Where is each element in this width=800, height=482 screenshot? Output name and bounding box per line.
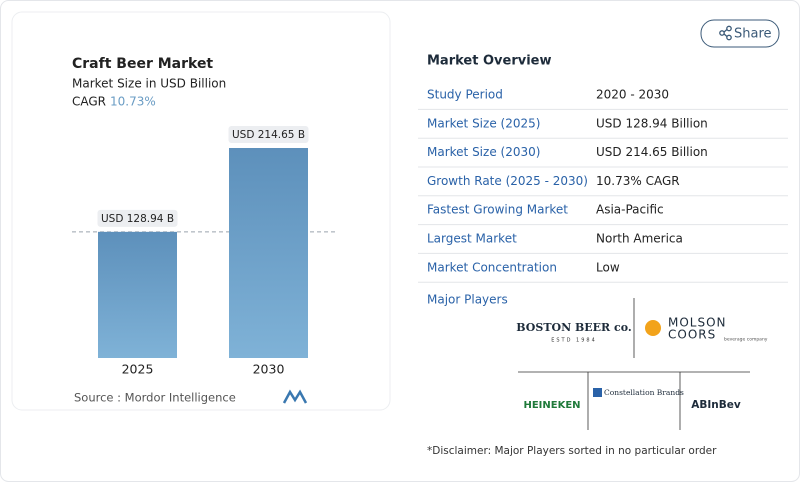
player-grid <box>518 298 750 430</box>
row-value: Low <box>596 260 620 274</box>
row-value: USD 128.94 Billion <box>596 116 708 130</box>
logo-molson-mark <box>645 320 661 336</box>
row-key: Largest Market <box>427 232 517 246</box>
value-label-box <box>97 209 178 227</box>
logo-molson-sub: beverage company <box>724 337 768 343</box>
row-value: USD 214.65 Billion <box>596 145 708 159</box>
overview-title: Market Overview <box>427 54 551 69</box>
row-value: 2020 - 2030 <box>596 88 669 102</box>
overview-table: Study Period 2020 - 2030 Market Size (2025… <box>418 88 788 283</box>
chart-subtitle: Market Size in USD Billion <box>72 77 226 91</box>
row-key: Study Period <box>427 88 503 102</box>
row-key: Fastest Growing Market <box>427 203 568 217</box>
bar <box>98 231 177 358</box>
logo-constellation: Constellation Brands <box>604 388 684 397</box>
share-icon <box>719 25 732 41</box>
logo-molson: MOLSON <box>668 316 727 330</box>
bar <box>229 148 308 358</box>
logo-boston: BOSTON BEER co. <box>516 321 631 334</box>
x-tick-label: 2030 <box>253 362 285 377</box>
x-tick-label: 2025 <box>122 362 154 377</box>
source-logo <box>282 389 308 404</box>
logo-heineken: HEINEKEN <box>523 400 580 411</box>
cagr-label: CAGR <box>72 95 106 109</box>
value-label: USD 128.94 B <box>101 213 174 225</box>
row-key: Market Concentration <box>427 260 557 274</box>
logo-boston-estd: ESTD 1984 <box>551 338 597 344</box>
share-button[interactable] <box>700 19 780 48</box>
cagr-value: 10.73% <box>110 95 156 109</box>
row-value: Asia-Pacific <box>596 203 664 217</box>
value-label: USD 214.65 B <box>232 129 305 141</box>
row-key: Growth Rate (2025 - 2030) <box>427 174 588 188</box>
logo-abinbev: ABInBev <box>691 399 741 411</box>
logo-constellation-mark <box>593 388 602 397</box>
major-players-title: Major Players <box>427 293 508 307</box>
logo-coors: COORS <box>668 328 716 342</box>
disclaimer: *Disclaimer: Major Players sorted in no … <box>427 445 717 457</box>
row-value: North America <box>596 232 683 246</box>
row-value: 10.73% CAGR <box>596 174 680 188</box>
row-key: Market Size (2025) <box>427 116 540 130</box>
source: Source : Mordor Intelligence <box>74 391 236 405</box>
chart-title: Craft Beer Market <box>72 56 213 72</box>
row-key: Market Size (2030) <box>427 145 540 159</box>
share-label[interactable]: Share <box>734 27 772 42</box>
value-label-box <box>228 126 309 143</box>
